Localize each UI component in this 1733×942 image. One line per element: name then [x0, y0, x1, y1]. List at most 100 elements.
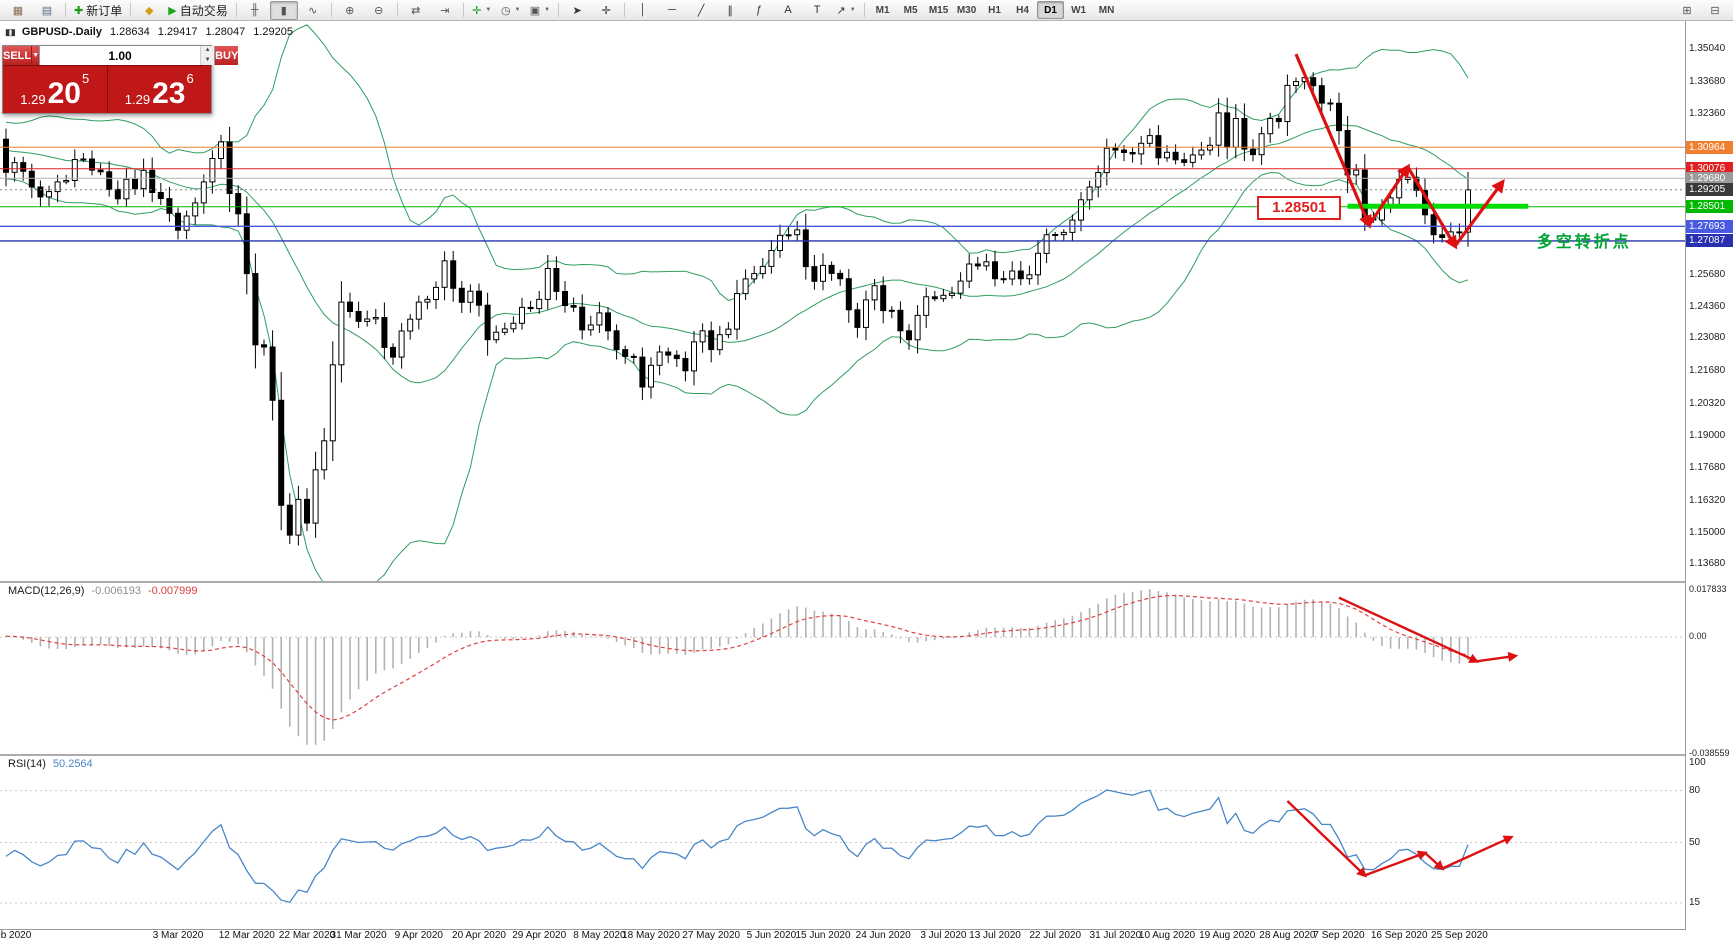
chart-shift-icon[interactable]: ⇥	[431, 1, 459, 20]
toolbar-separator	[235, 3, 237, 17]
cursor-icon[interactable]: ➤	[563, 1, 591, 20]
volume-input[interactable]	[40, 46, 201, 65]
zoom-in-icon[interactable]: ⊕	[336, 1, 364, 20]
timeframe-m30[interactable]: M30	[956, 4, 977, 16]
metaeditor-icon[interactable]: ◆	[135, 1, 163, 20]
horizontal-line-icon[interactable]: ─	[658, 1, 686, 20]
buy-price-sup: 6	[186, 71, 194, 86]
sell-dropdown-caret-icon[interactable]: ▼	[31, 46, 40, 65]
price-axis[interactable]: 1.35040 1.33680 1.32360 1.25680 1.24360 1.230…	[1685, 21, 1733, 929]
trend-arrows-main[interactable]	[1294, 53, 1505, 250]
new-chart-icon[interactable]: ▦	[4, 1, 32, 20]
rsi-tick: 80	[1689, 784, 1701, 796]
buy-price-big: 23	[152, 77, 186, 110]
horizontal-lines[interactable]	[0, 146, 1685, 242]
timeframe-h1[interactable]: H1	[988, 4, 1001, 16]
toolbar-group: ⊕ ⊖	[336, 1, 393, 20]
new-order-button-label: 新订单	[86, 3, 123, 18]
sell-button[interactable]: SELL	[3, 46, 32, 65]
new-order-button[interactable]: ✚ 新订单	[70, 1, 126, 20]
indicators-icon[interactable]: ✛ ▼	[468, 1, 496, 20]
line-chart-icon[interactable]: ∿	[299, 1, 327, 20]
zoom-in-icon: ⊕	[345, 4, 355, 17]
chart-plot-area[interactable]: ▮▯▮ GBPUSD-.Daily 1.28634 1.29417 1.2804…	[0, 21, 1685, 929]
price-tick: 1.35040	[1689, 42, 1726, 54]
toolbar: ▦ ▤ ✚ 新订单 ◆ ▶ 自动交易 ╫ ▮ ∿ ⊕ ⊖ ⇄ ⇥ ✛ ▼ ◷ ▼ ▣ ▼ ➤ ✛ │ ─ ╱ ∥ ƒ A T ↗ ▼ M1 M5…	[0, 0, 1733, 21]
volume-spinner-down-icon[interactable]: ▼	[201, 55, 215, 65]
timeframe-d1[interactable]: D1	[1037, 1, 1065, 19]
text-label-icon: T	[813, 4, 821, 16]
text-label-icon[interactable]: T	[803, 1, 831, 20]
candles-layer[interactable]	[3, 72, 1471, 546]
zoom-out-icon[interactable]: ⊖	[365, 1, 393, 20]
rsi-line	[5, 789, 1469, 903]
periods-icon: ◷	[500, 4, 511, 17]
price-tick: 1.23080	[1689, 331, 1726, 343]
price-badge: 1.29205	[1686, 183, 1733, 197]
sell-price-big: 20	[47, 77, 81, 110]
crosshair-icon[interactable]: ✛	[592, 1, 620, 20]
price-tick: 1.15000	[1689, 526, 1726, 538]
support-price-label[interactable]: 1.28501	[1257, 195, 1342, 220]
buy-button[interactable]: BUY	[215, 46, 239, 65]
fibonacci-icon[interactable]: ƒ	[745, 1, 773, 20]
toolbar-separator	[65, 3, 66, 17]
text-icon[interactable]: A	[774, 1, 802, 20]
arrange-windows-icon[interactable]: ⊞	[1673, 1, 1701, 20]
ohlc-close: 1.29205	[253, 26, 293, 38]
volume-spinner-up-icon[interactable]: ▲	[201, 46, 215, 56]
price-badge: 1.29680	[1686, 171, 1733, 185]
time-label: 22 Jul 2020	[1029, 930, 1082, 941]
templates-icon: ▣	[529, 4, 541, 17]
price-tick: 1.19000	[1689, 429, 1726, 441]
chart-canvas[interactable]	[0, 21, 1685, 929]
trend-arrows-rsi[interactable]	[1286, 800, 1514, 878]
arrows-icon[interactable]: ↗ ▼	[832, 1, 860, 20]
price-tick: 1.33680	[1689, 75, 1726, 87]
vertical-line-icon[interactable]: │	[629, 1, 657, 20]
price-badge: 1.28501	[1686, 200, 1733, 214]
timeframe-h4[interactable]: H4	[1016, 4, 1029, 16]
arrows-icon: ↗	[836, 4, 846, 17]
time-label: 22 Mar 2020	[278, 930, 336, 941]
price-tick: 1.21680	[1689, 365, 1726, 377]
fullscreen-icon[interactable]: ⊟	[1701, 1, 1729, 20]
candlestick-chart-icon[interactable]: ▮	[269, 0, 298, 20]
timeframe-m15[interactable]: M15	[928, 4, 949, 16]
trend-arrows-macd[interactable]	[1338, 596, 1519, 663]
pane-separator[interactable]	[0, 581, 1685, 583]
line-chart-icon: ∿	[308, 4, 318, 17]
time-label: 10 Aug 2020	[1138, 930, 1196, 941]
price-tick: 1.16320	[1689, 494, 1726, 506]
pane-separator[interactable]	[0, 754, 1685, 756]
timeframe-w1[interactable]: W1	[1071, 4, 1087, 16]
timeframe-m5[interactable]: M5	[903, 4, 918, 16]
price-badge: 1.30964	[1686, 140, 1733, 154]
time-label: 19 Aug 2020	[1199, 930, 1256, 941]
macd-label: MACD(12,26,9) -0.006193 -0.007999	[6, 585, 200, 597]
templates-icon[interactable]: ▣ ▼	[526, 1, 554, 20]
indicators-icon: ✛	[472, 4, 482, 17]
periods-icon[interactable]: ◷ ▼	[497, 1, 525, 20]
rsi-tick: 100	[1689, 757, 1706, 768]
macd-signal-line	[5, 594, 1469, 721]
sell-price-panel[interactable]: 1.29 20 5	[3, 66, 107, 113]
toolbar-group: ⇄ ⇥	[402, 1, 459, 20]
timeframe-m1[interactable]: M1	[875, 4, 890, 16]
timeframe-mn[interactable]: MN	[1098, 4, 1115, 16]
bar-chart-icon[interactable]: ╫	[241, 1, 269, 20]
toolbar-group: ◆ ▶ 自动交易	[135, 1, 231, 20]
trendline-icon[interactable]: ╱	[687, 1, 715, 20]
new-chart-icon: ▦	[12, 4, 24, 17]
auto-scroll-icon[interactable]: ⇄	[402, 1, 430, 20]
toolbar-group: ➤ ✛	[563, 1, 620, 20]
time-label: 3 Jul 2020	[920, 930, 967, 941]
new-order-icon: ✚	[74, 4, 84, 17]
buy-price-panel[interactable]: 1.29 23 6	[107, 66, 211, 113]
channel-icon[interactable]: ∥	[716, 1, 744, 20]
autotrading-button[interactable]: ▶ 自动交易	[164, 1, 231, 20]
turning-point-annotation[interactable]: 多空转折点	[1536, 234, 1632, 252]
chart-profiles-icon[interactable]: ▤	[33, 1, 61, 20]
